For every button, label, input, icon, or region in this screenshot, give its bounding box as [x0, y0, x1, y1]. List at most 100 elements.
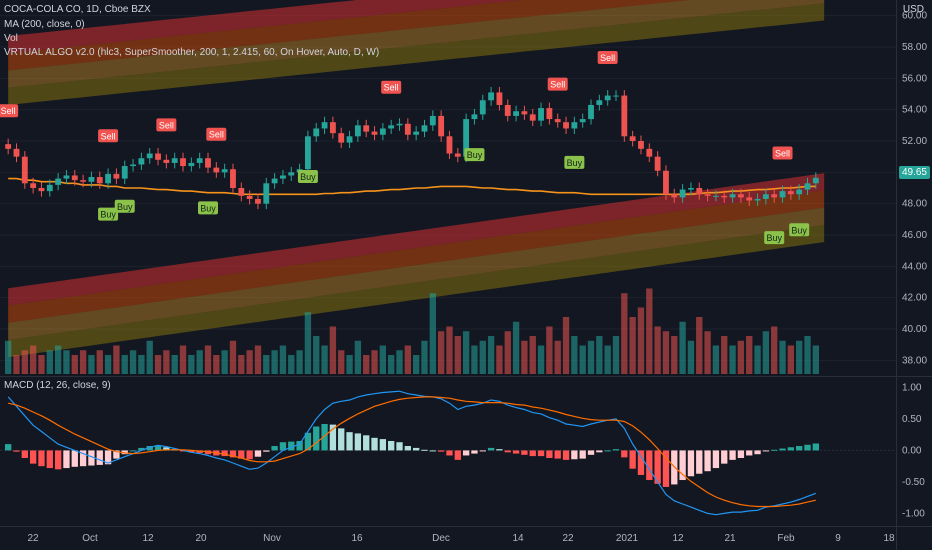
candle-body [255, 198, 261, 204]
volume-bar [229, 340, 237, 374]
macd-histogram-bar [63, 450, 70, 469]
macd-histogram-bar [96, 450, 103, 465]
signal-box [98, 129, 119, 143]
macd-histogram-bar [429, 450, 436, 452]
macd-histogram-bar [46, 450, 53, 469]
macd-histogram-bar [412, 447, 420, 451]
signal-text: Buy [300, 172, 316, 182]
macd-histogram-bar [471, 450, 478, 454]
buy-signal-label: Buy [297, 170, 318, 184]
signal-box [198, 201, 218, 215]
signal-box [114, 199, 135, 213]
volume-bar [487, 336, 495, 374]
candle-body [329, 122, 336, 134]
candle-body [762, 194, 769, 199]
candle-body [413, 131, 420, 135]
candle-body [404, 123, 411, 135]
volume-bar [704, 331, 711, 374]
macd-tick-label: -0.50 [902, 477, 925, 488]
time-tick-label: 12 [672, 533, 684, 544]
buy-signal-label: Buy [98, 207, 119, 221]
volume-bar [554, 340, 561, 374]
signal-text: Buy [766, 233, 782, 243]
candle-body [446, 136, 453, 154]
volume-bar [13, 355, 20, 374]
price-tick-label: 38.00 [902, 355, 927, 366]
macd-histogram-bar [554, 450, 561, 459]
time-tick-label: 12 [142, 533, 154, 544]
macd-histogram-bar [146, 446, 153, 451]
candle-body [88, 177, 95, 182]
signal-box [564, 155, 585, 169]
signal-text: Buy [791, 225, 807, 235]
signal-text: Buy [467, 150, 483, 160]
symbol-legend: COCA-COLA CO, 1D, Cboe BZX [4, 4, 151, 15]
candle-body [371, 131, 378, 135]
macd-histogram-bar [479, 450, 486, 452]
macd-histogram-bar [679, 450, 686, 481]
volume-bar [712, 345, 720, 374]
sell-signal-label: Sell [206, 127, 227, 141]
signal-box [98, 207, 119, 221]
volume-bar [512, 321, 520, 374]
price-tick-label: 48.00 [902, 199, 927, 210]
candle-body [713, 195, 719, 197]
candle-body [796, 189, 803, 195]
candle-body [737, 194, 744, 198]
candle-body [246, 195, 253, 199]
macd-histogram-bar [762, 450, 770, 452]
volume-bar [288, 355, 295, 374]
sell-signal-label: Sell [772, 146, 793, 160]
signal-text: Sell [600, 53, 615, 63]
time-tick-label: Nov [263, 533, 281, 544]
candle-body [546, 108, 553, 120]
volume-bar [321, 345, 328, 374]
candle-body [654, 156, 661, 171]
macd-histogram-bar [4, 444, 12, 451]
volume-bar [179, 345, 187, 374]
macd-histogram-bar [104, 450, 112, 465]
volume-bar [154, 355, 162, 374]
candle-body [121, 166, 128, 179]
time-tick-label: 14 [512, 533, 524, 544]
macd-histogram-bar [604, 450, 611, 452]
signal-text: Sell [384, 83, 399, 93]
signal-text: Sell [101, 131, 116, 141]
volume-bar [263, 355, 270, 374]
macd-histogram-bar [163, 447, 170, 451]
volume-bar [21, 350, 28, 374]
volume-bar [521, 340, 528, 374]
candle-body [679, 189, 686, 198]
volume-bar [63, 350, 70, 374]
volume-bar [779, 340, 786, 374]
volume-bar [454, 336, 461, 374]
macd-histogram-bar [388, 440, 395, 451]
volume-bar [221, 350, 228, 374]
buy-signal-label: Buy [464, 148, 485, 162]
candle-body [729, 194, 736, 198]
volume-bar [96, 350, 103, 374]
candle-body [596, 100, 603, 105]
volume-bar [338, 350, 345, 374]
candle-body [105, 173, 111, 184]
volume-bar [671, 336, 678, 374]
volume-bar [379, 345, 387, 374]
macd-histogram-bar [129, 450, 137, 452]
candle-body [138, 158, 145, 165]
candle-body [205, 158, 211, 168]
candle-body [221, 169, 228, 173]
volume-bar [213, 355, 220, 374]
volume-bar [254, 345, 262, 374]
macd-histogram-bar [54, 450, 62, 470]
macd-line [7, 390, 817, 516]
volume-bar [721, 336, 728, 374]
volume-bar [388, 355, 395, 374]
volume-bar [238, 355, 245, 374]
macd-histogram-bar [154, 445, 162, 451]
candle-body [338, 133, 345, 143]
lower-band-layer [8, 207, 825, 340]
volume-bar [304, 312, 312, 374]
upper-band-layer [8, 3, 825, 105]
volume-bar [662, 331, 670, 374]
